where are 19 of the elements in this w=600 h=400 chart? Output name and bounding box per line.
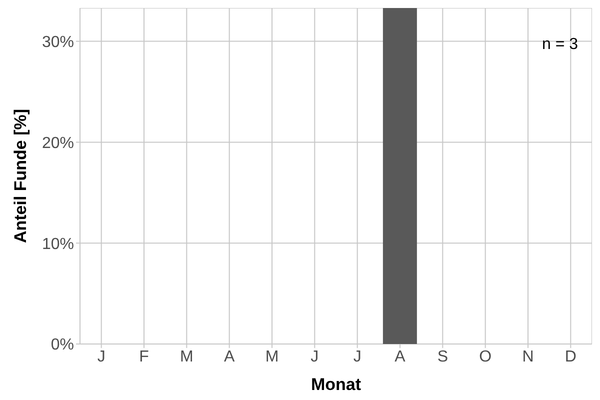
y-tick-label: 30% [42,34,74,51]
x-tick-label: D [564,348,576,366]
x-tick-label: A [224,348,235,366]
x-tick-label: M [180,348,194,366]
y-tick-label: 0% [50,336,74,354]
x-tick-label: J [353,348,362,366]
x-tick-label: O [479,348,492,366]
y-axis-title: Anteil Funde [%] [11,108,30,244]
x-tick-label: S [437,348,448,366]
x-tick-label: F [139,348,150,366]
x-tick-label: M [265,348,279,366]
x-axis-title: Monat [310,375,362,394]
annotation: n = 3 [542,36,578,54]
x-tick-label: N [522,348,534,366]
y-tick-label: 10% [42,236,74,253]
x-tick-label: J [310,348,319,366]
x-tick-label: J [97,348,106,366]
x-tick-label: A [394,348,406,366]
y-tick-label: 20% [42,134,74,152]
